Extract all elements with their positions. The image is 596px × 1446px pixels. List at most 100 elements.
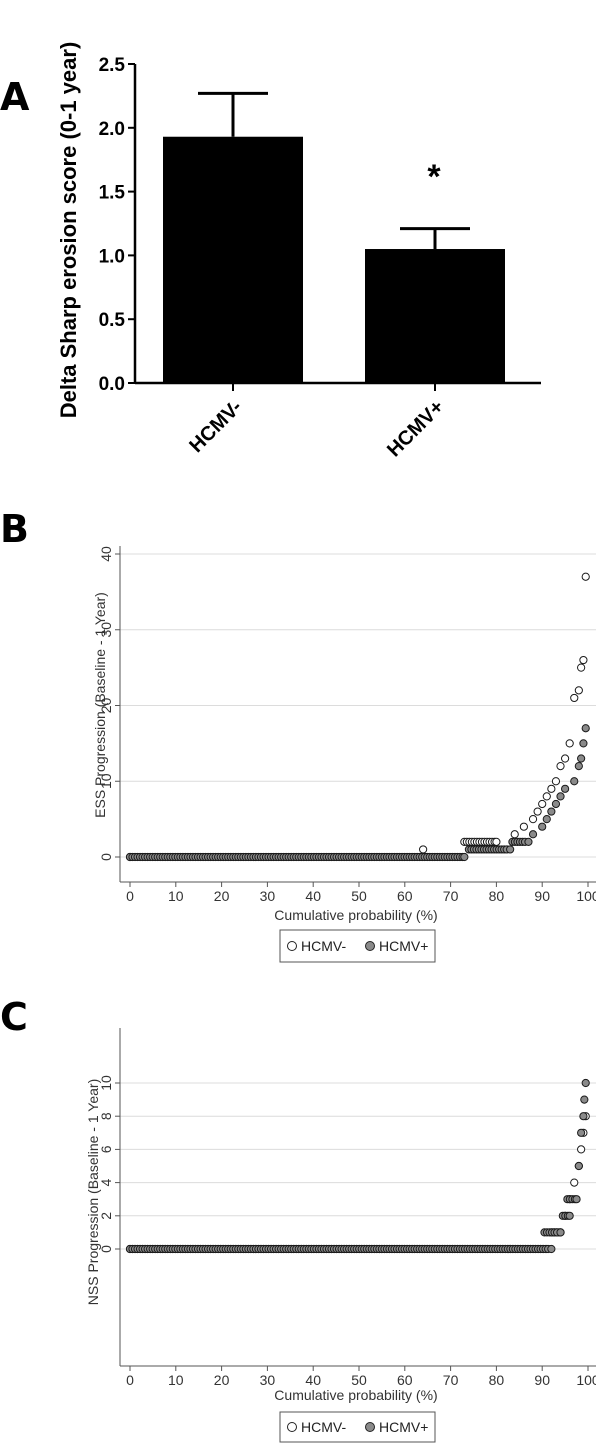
data-point-hcmv-neg xyxy=(492,837,501,846)
data-point-hcmv-pos xyxy=(528,830,538,839)
x-tick-label: 30 xyxy=(260,888,276,904)
legend: HCMV- HCMV+ xyxy=(279,1411,436,1443)
data-point-hcmv-pos xyxy=(460,852,469,862)
y-tick-label: 8 xyxy=(98,1112,114,1120)
bar-chart-panel-a: Delta Sharp erosion score (0-1 year) * 0… xyxy=(56,42,541,461)
data-point-hcmv-neg xyxy=(579,655,588,665)
x-tick-label: 60 xyxy=(397,888,413,904)
y-tick-label: 2.5 xyxy=(99,55,126,76)
y-tick-label: 10 xyxy=(98,773,114,789)
x-tick-label: 50 xyxy=(351,1372,367,1388)
data-point-hcmv-pos xyxy=(579,739,588,748)
data-point-hcmv-pos xyxy=(506,845,515,854)
x-tick-label: 10 xyxy=(168,888,184,904)
x-category-label: HCMV- xyxy=(185,396,246,457)
y-tick-label: 20 xyxy=(98,698,114,714)
bar-hcmv-negpos xyxy=(365,249,505,383)
data-point-hcmv-pos xyxy=(580,1095,589,1104)
data-point-hcmv-neg xyxy=(577,1145,586,1154)
y-tick-label: 2 xyxy=(98,1212,114,1220)
panel-letter-b: B xyxy=(0,507,29,551)
x-tick-label: 20 xyxy=(214,1372,230,1388)
x-tick-label: 0 xyxy=(126,888,134,904)
y-tick-label: 40 xyxy=(98,546,114,562)
data-point-hcmv-neg xyxy=(519,822,528,831)
legend-marker-hcmv-pos xyxy=(365,1422,375,1432)
y-axis-label: Delta Sharp erosion score (0-1 year) xyxy=(56,42,81,419)
y-tick-label: 10 xyxy=(98,1075,114,1091)
legend-marker-hcmv-neg xyxy=(287,941,297,951)
x-tick-label: 40 xyxy=(305,1372,321,1388)
x-tick-label: 100 xyxy=(576,1372,596,1388)
data-point-hcmv-pos xyxy=(574,1161,583,1171)
legend-label-hcmv-neg: HCMV- xyxy=(301,938,346,954)
x-tick-label: 90 xyxy=(534,888,550,904)
y-axis-label: NSS Progression (Baseline - 1 Year) xyxy=(85,1079,101,1305)
x-tick-label: 90 xyxy=(534,1372,550,1388)
scatter-chart-panel-c: NSS Progression (Baseline - 1 Year) Cumu… xyxy=(85,1028,596,1443)
x-tick-label: 50 xyxy=(351,888,367,904)
bar-hcmv-neg xyxy=(163,136,303,383)
y-axis-label: ESS Progression (Baseline - 1 Year) xyxy=(92,592,108,818)
data-point-hcmv-pos xyxy=(565,1211,574,1220)
data-point-hcmv-neg xyxy=(570,1178,579,1187)
data-point-hcmv-neg xyxy=(565,739,574,748)
legend-marker-hcmv-neg xyxy=(287,1422,297,1432)
data-point-hcmv-neg xyxy=(570,693,579,703)
data-point-hcmv-pos xyxy=(547,807,556,816)
y-tick-label: 1.5 xyxy=(99,183,126,204)
x-tick-label: 30 xyxy=(260,1372,276,1388)
data-point-hcmv-pos xyxy=(561,784,570,793)
data-point-hcmv-pos xyxy=(556,1228,565,1237)
y-tick-label: 0.5 xyxy=(99,310,126,331)
data-point-hcmv-neg xyxy=(551,777,561,786)
x-tick-label: 70 xyxy=(443,888,459,904)
x-tick-label: 20 xyxy=(214,888,230,904)
legend-marker-hcmv-pos xyxy=(365,941,375,951)
significance-star: * xyxy=(427,158,441,196)
data-point-hcmv-neg xyxy=(577,663,586,672)
data-point-hcmv-pos xyxy=(577,1128,586,1137)
y-tick-label: 6 xyxy=(98,1145,114,1153)
data-point-hcmv-pos xyxy=(538,822,547,831)
data-point-hcmv-neg xyxy=(556,762,565,771)
data-point-hcmv-neg xyxy=(538,799,547,809)
y-tick-label: 0 xyxy=(98,853,114,861)
data-point-hcmv-neg xyxy=(542,792,551,801)
legend-box xyxy=(279,1411,436,1443)
y-tick-label: 30 xyxy=(98,622,114,638)
legend-label-hcmv-pos: HCMV+ xyxy=(379,1419,428,1435)
data-point-hcmv-pos xyxy=(547,1244,556,1254)
x-tick-label: 0 xyxy=(126,1372,134,1388)
data-point-hcmv-pos xyxy=(574,762,583,771)
x-category-label: HCMV+ xyxy=(383,396,448,461)
x-tick-label: 100 xyxy=(576,888,596,904)
panel-letter-c: C xyxy=(0,995,28,1039)
data-point-hcmv-pos xyxy=(542,815,551,824)
y-tick-label: 2.0 xyxy=(99,119,125,140)
y-tick-label: 0 xyxy=(98,1245,114,1253)
data-point-hcmv-pos xyxy=(579,1112,588,1121)
legend: HCMV- HCMV+ xyxy=(279,929,436,963)
y-tick-label: 0.0 xyxy=(99,374,125,395)
data-point-hcmv-pos xyxy=(524,837,533,846)
y-tick-label: 4 xyxy=(98,1178,114,1186)
data-point-hcmv-neg xyxy=(581,572,590,581)
data-point-hcmv-pos xyxy=(581,1078,590,1088)
x-tick-label: 70 xyxy=(443,1372,459,1388)
x-tick-label: 80 xyxy=(489,888,505,904)
data-point-hcmv-pos xyxy=(572,1195,581,1204)
data-point-hcmv-pos xyxy=(577,754,586,763)
data-point-hcmv-pos xyxy=(581,724,590,733)
x-tick-label: 40 xyxy=(305,888,321,904)
data-point-hcmv-pos xyxy=(551,799,561,809)
data-point-hcmv-neg xyxy=(528,815,538,824)
data-point-hcmv-neg xyxy=(561,754,570,763)
data-point-hcmv-neg xyxy=(574,686,583,695)
y-tick-label: 1.0 xyxy=(99,246,125,267)
x-axis-label: Cumulative probability (%) xyxy=(274,907,437,923)
legend-label-hcmv-pos: HCMV+ xyxy=(379,938,428,954)
data-point-hcmv-pos xyxy=(570,777,579,786)
panel-letter-a: A xyxy=(0,75,30,119)
